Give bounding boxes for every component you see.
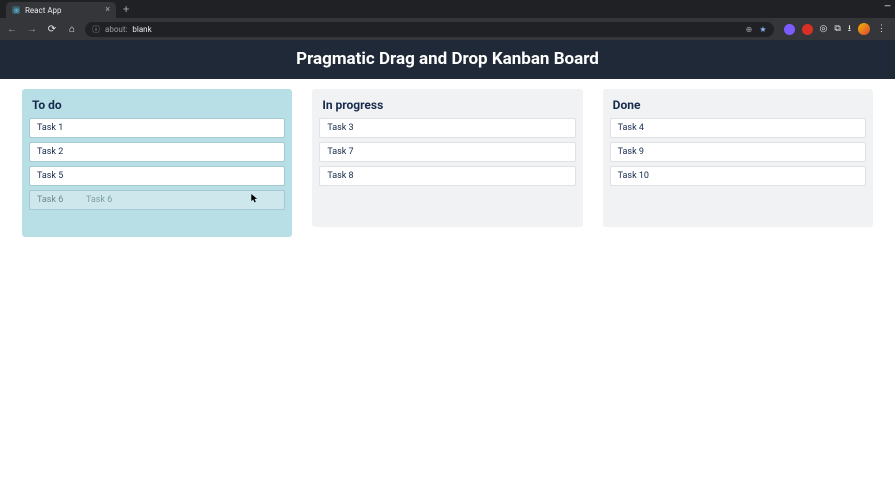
browser-tab[interactable]: React App × — [6, 2, 116, 18]
minimize-icon[interactable]: — — [884, 2, 891, 12]
column-done[interactable]: DoneTask 4 Task 9 Task 10 — [603, 89, 873, 227]
kanban-card[interactable]: Task 2 — [29, 142, 285, 162]
column-footer — [29, 210, 285, 230]
tab-strip: React App × + — — [0, 0, 895, 18]
column-footer — [319, 186, 575, 220]
kebab-menu-icon[interactable]: ⋮ — [877, 24, 886, 34]
url-prefix: about: — [105, 25, 127, 34]
kanban-card[interactable]: Task 5 — [29, 166, 285, 186]
column-title: Done — [610, 96, 866, 118]
drag-ghost-label: Task 6 — [86, 195, 112, 205]
address-bar[interactable]: ⓘ about: blank ⊕ ★ — [85, 22, 774, 37]
kanban-card[interactable]: Task 8 — [319, 166, 575, 186]
kanban-board: To doTask 1 Task 2 Task 5 Task 6Task 6 In pr… — [0, 79, 895, 247]
column-title: To do — [29, 96, 285, 118]
page-title: Pragmatic Drag and Drop Kanban Board — [0, 40, 895, 79]
browser-toolbar: ← → ⟳ ⌂ ⓘ about: blank ⊕ ★ ◎ ⧉ ⭳ ⋮ — [0, 18, 895, 40]
forward-button[interactable]: → — [25, 24, 39, 35]
card-list: Task 3 Task 7 Task 8 — [319, 118, 575, 186]
kanban-card[interactable]: Task 6Task 6 — [29, 190, 285, 210]
column-footer — [610, 186, 866, 220]
bookmark-star-icon[interactable]: ★ — [759, 25, 766, 34]
home-button[interactable]: ⌂ — [65, 24, 79, 35]
kanban-card[interactable]: Task 3 — [319, 118, 575, 138]
column-todo[interactable]: To doTask 1 Task 2 Task 5 Task 6Task 6 — [22, 89, 292, 237]
window-controls: — — [884, 2, 891, 12]
extension-icons: ◎ ⧉ ⭳ ⋮ — [780, 21, 890, 37]
kanban-card[interactable]: Task 4 — [610, 118, 866, 138]
extension-icon[interactable] — [784, 24, 795, 35]
downloads-icon[interactable]: ⭳ — [848, 21, 851, 37]
card-list: Task 1 Task 2 Task 5 Task 6Task 6 — [29, 118, 285, 210]
tab-title: React App — [25, 6, 100, 15]
kanban-card[interactable]: Task 10 — [610, 166, 866, 186]
profile-avatar[interactable] — [858, 23, 870, 35]
install-icon[interactable]: ⊕ — [746, 25, 753, 34]
site-info-icon[interactable]: ⓘ — [92, 24, 100, 35]
column-inprogress[interactable]: In progressTask 3 Task 7 Task 8 — [312, 89, 582, 227]
kanban-card[interactable]: Task 7 — [319, 142, 575, 162]
back-button[interactable]: ← — [5, 24, 19, 35]
react-favicon-icon — [12, 6, 20, 14]
close-tab-icon[interactable]: × — [105, 6, 110, 15]
url-path: blank — [132, 25, 151, 34]
browser-chrome: React App × + — ← → ⟳ ⌂ ⓘ about: blank ⊕ … — [0, 0, 895, 40]
kanban-card[interactable]: Task 1 — [29, 118, 285, 138]
extensions-menu-icon[interactable]: ⧉ — [834, 24, 840, 34]
card-list: Task 4 Task 9 Task 10 — [610, 118, 866, 186]
extension-icon[interactable]: ◎ — [820, 24, 828, 34]
extension-icon[interactable] — [802, 24, 813, 35]
new-tab-button[interactable]: + — [116, 2, 136, 18]
kanban-card[interactable]: Task 9 — [610, 142, 866, 162]
column-title: In progress — [319, 96, 575, 118]
reload-button[interactable]: ⟳ — [45, 24, 59, 35]
